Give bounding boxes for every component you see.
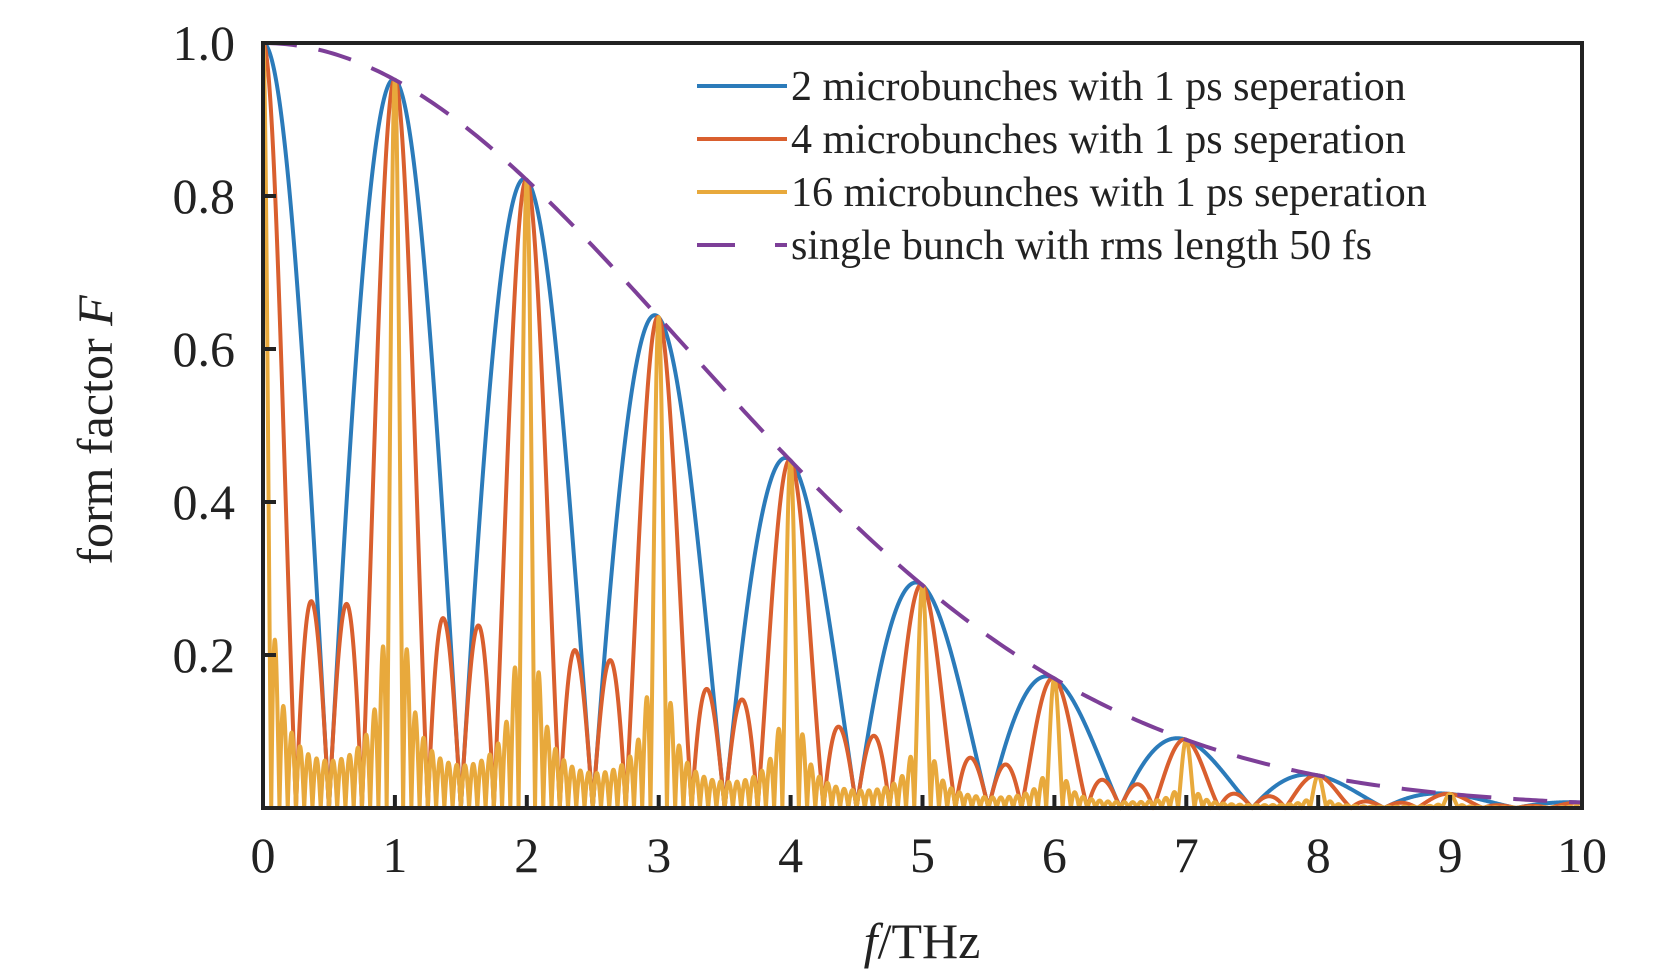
y-tick-label: 0.8	[173, 168, 236, 224]
x-tick-label: 6	[1042, 827, 1067, 883]
legend-entry: 2 microbunches with 1 ps seperation	[697, 64, 1406, 110]
x-tick-label: 0	[251, 827, 276, 883]
y-axis-label-symbol: F	[67, 295, 123, 327]
y-tick-label: 0.6	[173, 321, 236, 377]
x-axis-label-unit: /THz	[878, 913, 981, 969]
legend-label: single bunch with rms length 50 fs	[791, 223, 1372, 269]
y-tick-label: 1.0	[173, 15, 236, 71]
legend-label: 16 microbunches with 1 ps seperation	[791, 170, 1427, 216]
legend-entry: single bunch with rms length 50 fs	[697, 223, 1372, 269]
x-axis-label: f/THz	[864, 913, 981, 969]
x-tick-label: 10	[1557, 827, 1607, 883]
y-axis-label-text: form factor	[67, 326, 123, 565]
legend-entry: 16 microbunches with 1 ps seperation	[697, 170, 1427, 216]
y-tick-label: 0.2	[173, 627, 236, 683]
x-tick-label: 3	[646, 827, 671, 883]
x-tick-label: 2	[514, 827, 539, 883]
legend-label: 4 microbunches with 1 ps seperation	[791, 117, 1406, 163]
x-tick-label: 1	[382, 827, 407, 883]
x-tick-label: 8	[1306, 827, 1331, 883]
x-tick-label: 5	[910, 827, 935, 883]
legend-entry: 4 microbunches with 1 ps seperation	[697, 117, 1406, 163]
x-tick-label: 4	[778, 827, 803, 883]
axis-ticks	[263, 194, 1453, 808]
y-axis-label: form factor F	[67, 295, 123, 565]
y-tick-label: 0.4	[173, 474, 236, 530]
y-tick-labels: 0.2 0.4 0.6 0.8 1.0	[173, 15, 236, 683]
x-tick-labels: 0 1 2 3 4 5 6 7 8 9 10	[251, 827, 1608, 883]
plot-curves	[261, 41, 1584, 810]
x-tick-label: 9	[1438, 827, 1463, 883]
x-tick-label: 7	[1174, 827, 1199, 883]
series-line-single-bunch	[262, 41, 1583, 805]
legend-label: 2 microbunches with 1 ps seperation	[791, 64, 1406, 110]
legend: 2 microbunches with 1 ps seperation 4 mic…	[697, 64, 1427, 269]
